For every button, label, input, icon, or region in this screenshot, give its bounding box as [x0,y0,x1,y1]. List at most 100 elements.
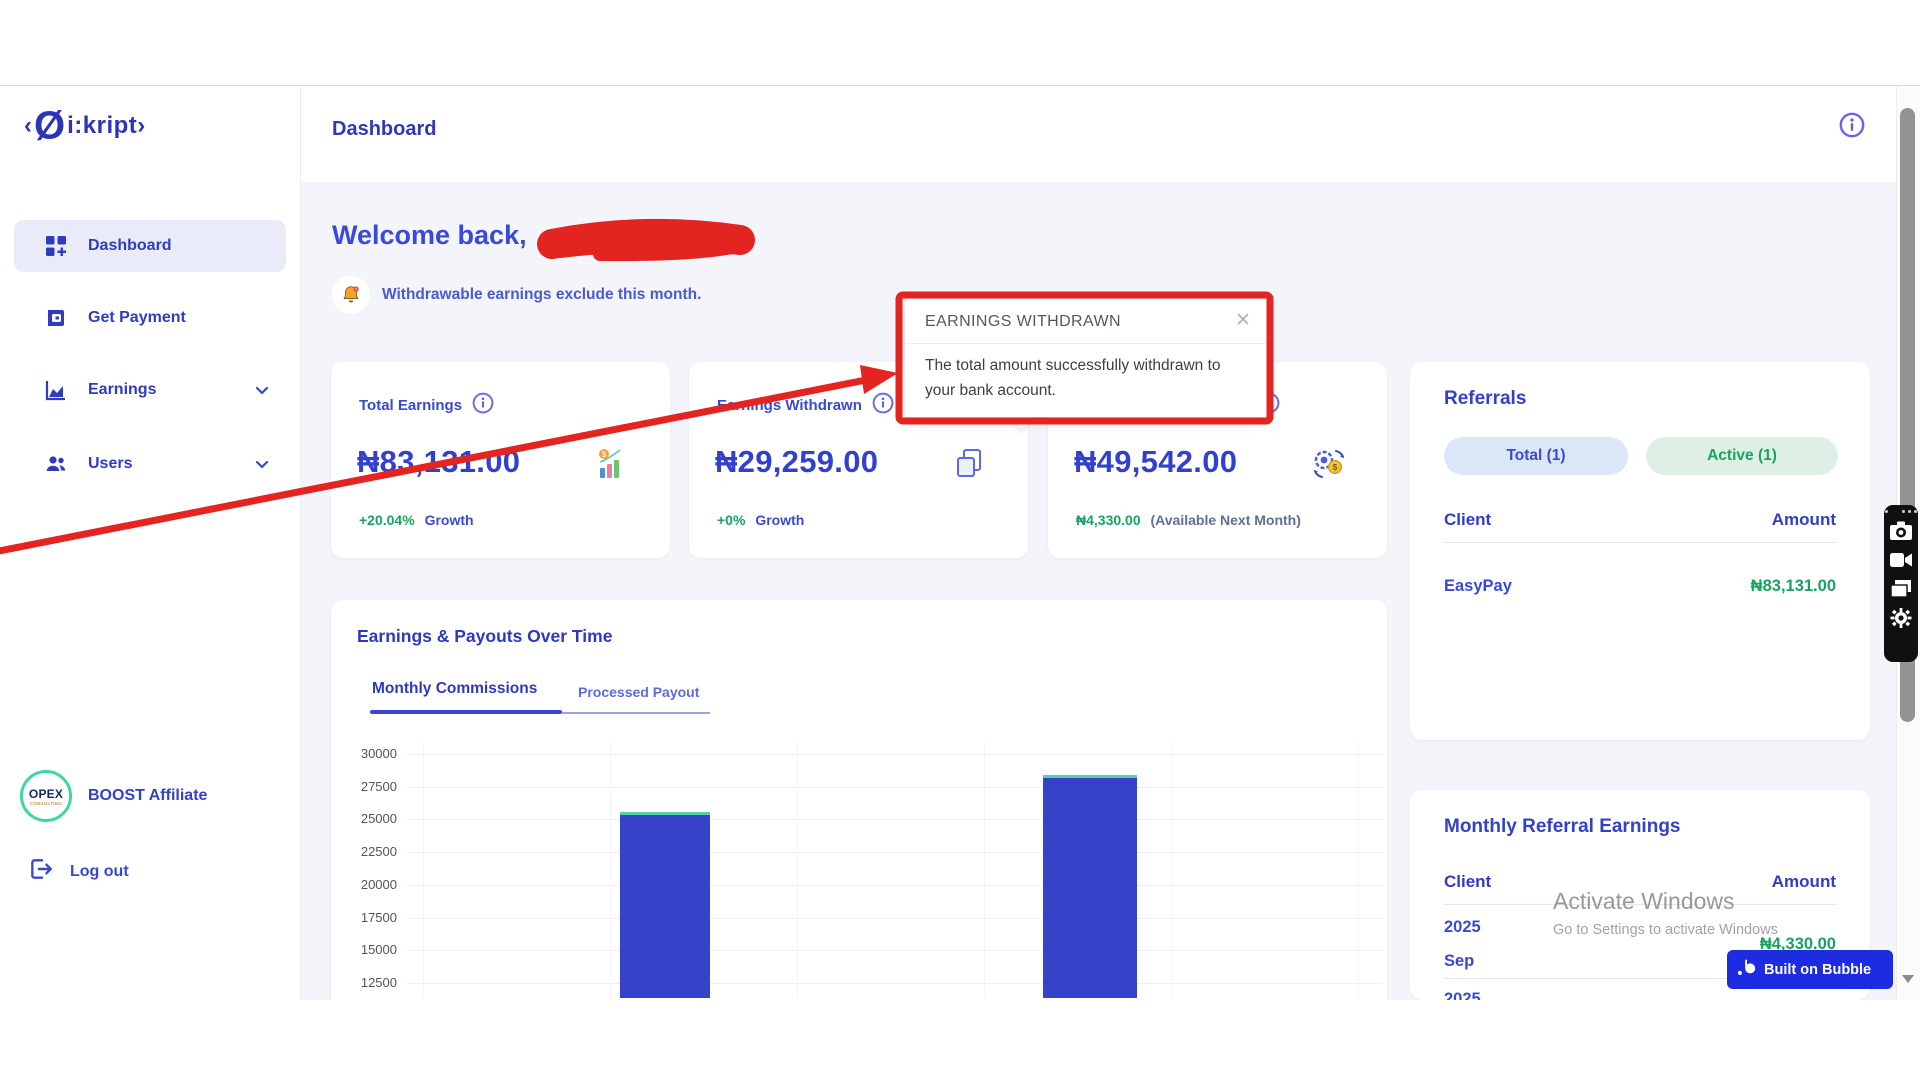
referrals-total-pill[interactable]: Total (1) [1444,437,1628,475]
chart-bar[interactable] [620,812,710,998]
dashboard-grid-icon [44,234,68,258]
brand-logo: ‹ Ø i:kript › [24,106,145,146]
gridline-vertical [797,742,798,998]
sidebar-item-users[interactable]: Users [14,438,286,490]
users-icon [44,452,68,476]
inactive-tab-underline [562,712,710,714]
table-divider [1444,542,1836,543]
referral-row-client[interactable]: EasyPay [1444,577,1512,596]
column-header-client: Client [1444,510,1491,530]
tab-monthly-commissions[interactable]: Monthly Commissions [372,680,537,698]
payment-card-icon [44,306,68,330]
stat-card-title: Total Earnings [359,397,462,414]
chevron-down-icon [254,456,270,472]
y-axis-tick-label: 25000 [345,811,397,826]
svg-text:$: $ [602,450,607,459]
video-camera-icon[interactable] [1889,549,1913,571]
opex-logo: OPEX CONSULTING [20,770,72,822]
gridline-vertical [1358,742,1359,998]
brand-symbol-icon: Ø [34,106,65,146]
y-axis-tick-label: 12500 [345,975,397,990]
built-on-bubble-badge[interactable]: Built on Bubble [1727,950,1893,989]
tooltip-divider [905,343,1267,344]
affiliate-badge: OPEX CONSULTING BOOST Affiliate [20,770,207,822]
chart-bar[interactable] [1043,775,1137,998]
bottom-white-band [0,1000,1920,1080]
earnings-withdrawn-tooltip: EARNINGS WITHDRAWN ✕ The total amount su… [905,299,1267,417]
gridline-vertical [610,742,611,998]
stat-card-value: ₦83,131.00 [357,444,520,480]
monthly-referrals-title: Monthly Referral Earnings [1444,816,1681,838]
info-icon[interactable] [872,392,894,419]
referrals-active-pill[interactable]: Active (1) [1646,437,1838,475]
y-axis-tick-label: 27500 [345,779,397,794]
camera-icon[interactable] [1889,520,1913,542]
bell-alert-icon [332,276,370,314]
toolbar-more-icon[interactable] [1885,510,1917,513]
svg-text:$: $ [1333,463,1338,472]
gridline-vertical [423,742,424,998]
coins-exchange-icon: $ [1311,446,1347,482]
documents-icon [952,446,988,482]
row-year: 2025 [1444,918,1481,937]
header-info-icon[interactable] [1839,112,1865,138]
affiliate-label: BOOST Affiliate [88,787,207,805]
notice-text: Withdrawable earnings exclude this month… [382,286,701,304]
bubble-badge-label: Built on Bubble [1764,962,1871,978]
growth-label: (Available Next Month) [1151,512,1301,528]
y-axis-tick-label: 17500 [345,910,397,925]
opex-logo-subtext: CONSULTING [30,801,62,806]
close-icon[interactable]: ✕ [1235,309,1251,332]
gear-icon[interactable] [1889,607,1913,629]
brand-prefix: ‹ [24,112,32,140]
chart-plot [407,742,1383,998]
bar-chart: 30000 27500 25000 22500 20000 17500 15000 12500 [345,742,1383,998]
sidebar-item-label: Get Payment [88,309,186,327]
y-axis-tick-label: 15000 [345,942,397,957]
opex-logo-text: OPEX [29,787,63,801]
gridline-vertical [1171,742,1172,998]
sidebar-item-label: Dashboard [88,237,172,255]
tooltip-body: The total amount successfully withdrawn … [925,353,1235,403]
sidebar-item-label: Earnings [88,381,156,399]
y-axis-tick-label: 20000 [345,877,397,892]
sidebar: ‹ Ø i:kript › Dashboard Get Paym [0,86,301,1000]
app-screen: ‹ Ø i:kript › Dashboard Get Paym [0,0,1920,1080]
logout-button[interactable]: Log out [28,856,129,887]
column-header-client: Client [1444,872,1491,892]
y-axis-tick-label: 30000 [345,746,397,761]
stat-card-title: Earnings Withdrawn [717,397,862,414]
gridline-vertical [984,742,985,998]
growth-label: Growth [425,512,474,528]
referrals-card: Referrals Total (1) Active (1) Client Am… [1410,362,1870,740]
tooltip-title: EARNINGS WITHDRAWN [925,313,1121,331]
notice-row: Withdrawable earnings exclude this month… [332,276,701,314]
stat-card-total-earnings: Total Earnings ₦83,131.00 $ +20.04% Grow… [331,362,670,558]
bar-chart-coin-icon: $ [594,446,630,482]
brand-suffix: › [137,112,145,140]
sidebar-item-earnings[interactable]: Earnings [14,364,286,416]
logout-icon [28,856,54,887]
growth-value: +0% [717,512,745,528]
windows-copy-icon[interactable] [1889,578,1913,600]
sidebar-item-get-payment[interactable]: Get Payment [14,292,286,344]
sidebar-item-label: Users [88,455,132,473]
row-month: Sep [1444,952,1474,971]
referral-row-amount: ₦83,131.00 [1751,577,1836,596]
scrollbar-down-arrow[interactable] [1899,972,1917,991]
referrals-title: Referrals [1444,388,1526,410]
screen-recorder-toolbar [1884,505,1918,662]
stat-card-value: ₦49,542.00 [1074,444,1237,480]
welcome-heading: Welcome back, [332,220,527,251]
tab-processed-payout[interactable]: Processed Payout [578,684,699,700]
info-icon[interactable] [472,392,494,419]
table-divider [1444,904,1836,905]
stat-card-value: ₦29,259.00 [715,444,878,480]
sidebar-item-dashboard[interactable]: Dashboard [14,220,286,272]
growth-label: Growth [755,512,804,528]
logout-label: Log out [70,863,129,881]
brand-name: i:kript [67,112,137,140]
y-axis-tick-label: 22500 [345,844,397,859]
growth-value: ₦4,330.00 [1076,512,1141,528]
column-header-amount: Amount [1772,510,1836,530]
